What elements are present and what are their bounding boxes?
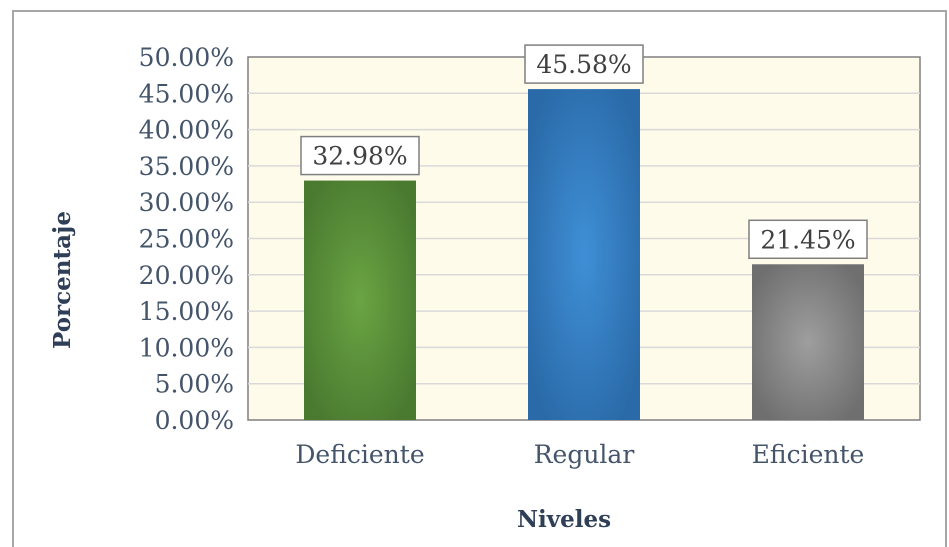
y-tick-label: 50.00%: [139, 43, 234, 72]
y-tick-label: 10.00%: [139, 333, 234, 362]
x-axis-categories: Deficiente Regular Eficiente: [295, 440, 864, 469]
x-category-label: Deficiente: [295, 440, 424, 469]
y-tick-label: 15.00%: [139, 297, 234, 326]
data-label-box: [524, 44, 644, 84]
data-label: 21.45%: [760, 225, 855, 254]
y-tick-label: 45.00%: [139, 79, 234, 108]
y-tick-label: 20.00%: [139, 261, 234, 290]
bar-deficiente: [304, 180, 416, 420]
x-category-label: Regular: [534, 440, 635, 469]
data-label-box: [300, 135, 420, 176]
y-axis-title: Porcentaje: [49, 211, 76, 349]
x-category-label: Eficiente: [752, 440, 865, 469]
data-label: 32.98%: [312, 142, 407, 171]
y-axis-ticks: 0.00% 5.00% 10.00% 15.00% 20.00% 25.00% 30.00%…: [139, 43, 234, 435]
data-label-box: [748, 219, 868, 260]
bar-eficiente: [752, 264, 864, 420]
x-axis-title: Niveles: [517, 506, 611, 533]
data-labels: 32.98% 45.58% 21.45%: [300, 44, 868, 260]
bar-regular: [528, 89, 640, 420]
y-tick-label: 40.00%: [139, 116, 234, 145]
y-tick-label: 30.00%: [139, 188, 234, 217]
bars: [304, 89, 864, 420]
y-tick-label: 25.00%: [139, 225, 234, 254]
y-tick-label: 0.00%: [155, 406, 234, 435]
y-tick-label: 35.00%: [139, 152, 234, 181]
data-label: 45.58%: [536, 50, 631, 79]
y-tick-label: 5.00%: [155, 370, 234, 399]
